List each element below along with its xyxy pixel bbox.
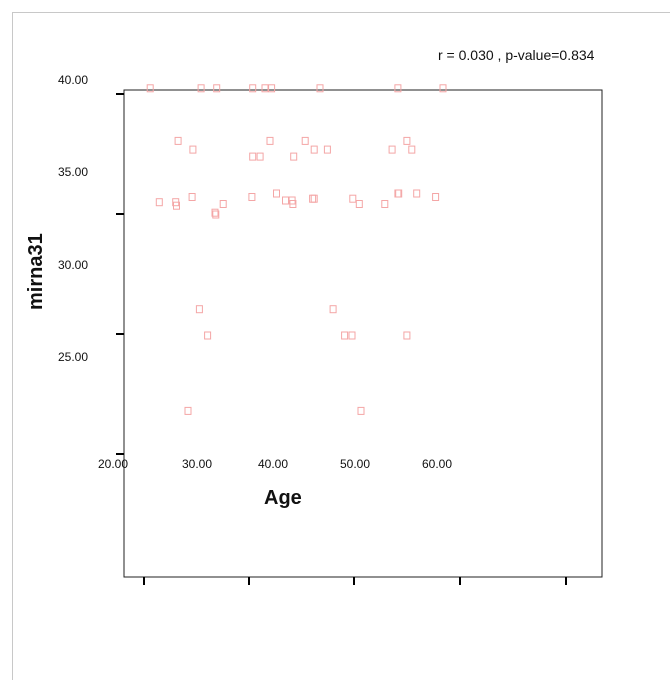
- data-point: [355, 200, 363, 208]
- data-point: [388, 145, 396, 154]
- data-point: [290, 152, 298, 161]
- x-tick-label: 40.00: [258, 457, 288, 471]
- y-axis: [116, 93, 124, 455]
- x-axis-title: Age: [264, 487, 302, 509]
- data-point: [213, 84, 221, 93]
- x-axis-bottom: [143, 577, 567, 585]
- data-points: [146, 84, 447, 415]
- x-tick-label: 50.00: [340, 457, 370, 471]
- data-point: [155, 198, 163, 207]
- data-point: [146, 84, 154, 93]
- chart-frame: [12, 12, 670, 680]
- data-point: [174, 136, 182, 145]
- x-tick-label: 60.00: [422, 457, 452, 471]
- data-point: [432, 193, 440, 201]
- data-point: [403, 136, 411, 145]
- data-point: [197, 84, 205, 93]
- data-point: [408, 145, 416, 154]
- data-point: [301, 136, 309, 145]
- data-point: [188, 193, 196, 201]
- data-point: [439, 84, 447, 93]
- data-point: [261, 84, 269, 93]
- data-point: [248, 193, 256, 201]
- correlation-annotation: r = 0.030 , p-value=0.834: [438, 47, 595, 63]
- data-point: [309, 194, 317, 203]
- data-point: [395, 189, 403, 198]
- x-tick-label: 20.00: [98, 457, 128, 471]
- x-tick-label: 30.00: [182, 457, 212, 471]
- data-point: [189, 145, 197, 154]
- data-point: [282, 196, 289, 205]
- data-point: [310, 194, 318, 203]
- data-point: [273, 189, 280, 198]
- data-point: [349, 194, 357, 203]
- data-point: [310, 145, 318, 154]
- data-point: [289, 200, 297, 208]
- data-point: [268, 84, 276, 93]
- data-point: [266, 136, 274, 145]
- data-point: [184, 406, 192, 415]
- data-point: [195, 305, 203, 314]
- data-point: [403, 331, 411, 340]
- data-point: [249, 152, 257, 161]
- data-point: [341, 331, 349, 340]
- y-tick-label: 25.00: [58, 350, 88, 364]
- data-point: [249, 84, 257, 93]
- data-point: [323, 145, 331, 154]
- y-tick-label: 40.00: [58, 73, 88, 87]
- plot-area: [123, 89, 603, 578]
- y-axis-title: mirna31: [25, 233, 47, 310]
- data-point: [413, 189, 421, 198]
- y-tick-label: 30.00: [58, 258, 88, 272]
- data-point: [348, 331, 356, 340]
- data-point: [256, 152, 264, 161]
- y-tick-label: 35.00: [58, 165, 88, 179]
- data-point: [316, 84, 324, 93]
- data-point: [357, 406, 365, 415]
- data-point: [381, 200, 389, 208]
- data-point: [329, 305, 337, 314]
- data-point: [394, 84, 402, 93]
- data-point: [204, 331, 212, 340]
- data-point: [173, 201, 180, 210]
- data-point: [212, 210, 220, 219]
- data-point: [219, 200, 227, 208]
- data-point: [211, 208, 219, 217]
